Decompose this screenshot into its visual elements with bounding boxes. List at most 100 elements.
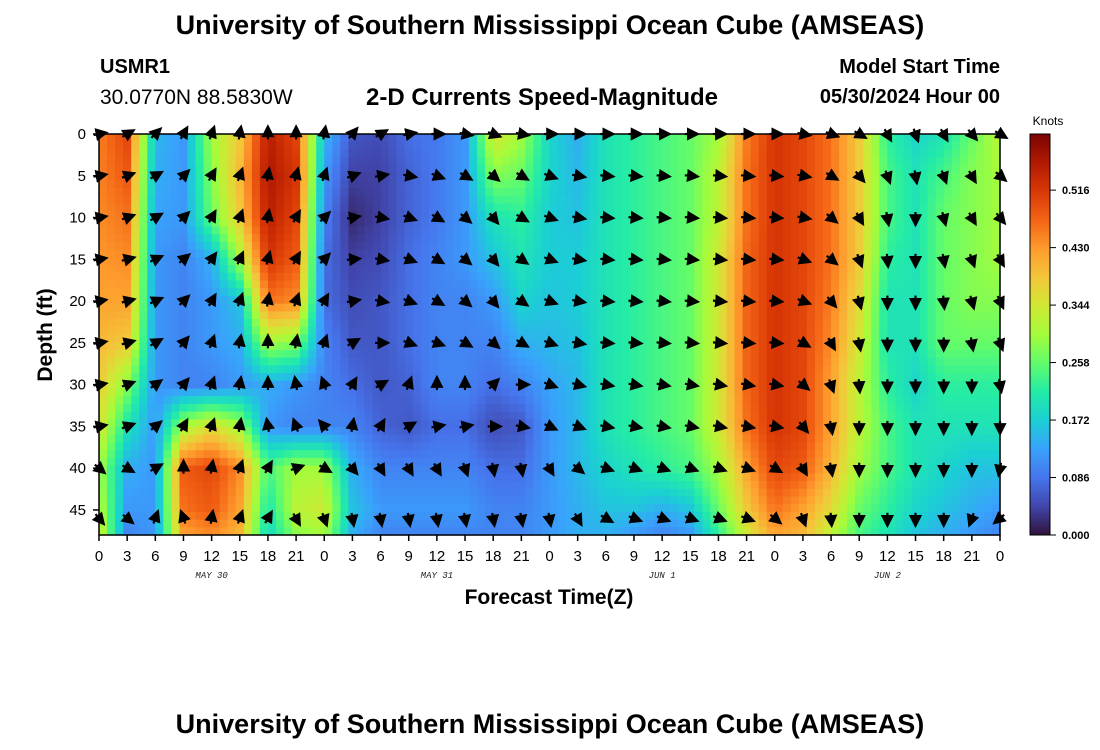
heatmap-cell — [637, 226, 647, 235]
heatmap-cell — [806, 465, 816, 474]
heatmap-cell — [348, 434, 358, 444]
heatmap-cell — [131, 249, 140, 258]
heatmap-cell — [525, 411, 535, 420]
heatmap-cell — [461, 288, 470, 297]
heatmap-cell — [243, 434, 253, 444]
heatmap-cell — [871, 434, 880, 444]
heatmap-cell — [895, 203, 905, 212]
heatmap-cell — [935, 334, 945, 343]
heatmap-cell — [758, 272, 768, 282]
heatmap-cell — [364, 288, 374, 297]
heatmap-cell — [380, 373, 390, 382]
heatmap-cell — [388, 442, 398, 451]
heatmap-cell — [919, 311, 929, 320]
heatmap-cell — [589, 349, 599, 359]
heatmap-cell — [959, 365, 969, 374]
heatmap-cell — [107, 141, 116, 151]
heatmap-cell — [839, 257, 848, 266]
heatmap-cell — [670, 187, 679, 197]
heatmap-cell — [694, 326, 703, 336]
heatmap-cell — [798, 349, 808, 359]
heatmap-cell — [227, 357, 237, 366]
heatmap-cell — [702, 280, 711, 289]
heatmap-cell — [670, 380, 679, 390]
heatmap-cell — [983, 349, 993, 359]
heatmap-cell — [203, 373, 213, 382]
heatmap-cell — [404, 234, 414, 243]
heatmap-cell — [991, 203, 1001, 212]
heatmap-cell — [444, 473, 454, 482]
heatmap-cell — [324, 326, 333, 336]
heatmap-cell — [219, 226, 229, 235]
heatmap-cell — [847, 411, 856, 420]
heatmap-cell — [887, 157, 897, 166]
heatmap-cell — [300, 249, 309, 258]
heatmap-cell — [356, 149, 366, 158]
heatmap-cell — [975, 427, 985, 436]
heatmap-cell — [863, 172, 872, 181]
heatmap-cell — [581, 265, 591, 274]
heatmap-cell — [839, 450, 848, 459]
heatmap-cell — [275, 272, 285, 282]
heatmap-cell — [388, 226, 398, 235]
heatmap-cell — [275, 265, 285, 274]
heatmap-cell — [308, 203, 317, 212]
heatmap-cell — [847, 257, 856, 266]
heatmap-cell — [959, 157, 969, 166]
heatmap-cell — [332, 427, 341, 436]
heatmap-cell — [227, 473, 237, 482]
heatmap-cell — [251, 357, 261, 366]
heatmap-cell — [469, 326, 478, 336]
heatmap-cell — [613, 195, 623, 204]
heatmap-cell — [613, 442, 623, 451]
heatmap-cell — [983, 134, 993, 143]
heatmap-cell — [340, 141, 349, 151]
heatmap-cell — [388, 450, 398, 459]
heatmap-cell — [814, 203, 824, 212]
heatmap-cell — [348, 249, 358, 258]
heatmap-cell — [501, 311, 510, 320]
heatmap-cell — [380, 218, 390, 228]
heatmap-cell — [557, 149, 567, 158]
heatmap-cell — [871, 457, 880, 467]
heatmap-cell — [300, 288, 309, 297]
heatmap-cell — [380, 450, 390, 459]
heatmap-cell — [646, 288, 655, 297]
heatmap-cell — [581, 396, 591, 405]
heatmap-cell — [123, 434, 132, 444]
heatmap-cell — [726, 380, 736, 390]
heatmap-cell — [364, 172, 374, 181]
heatmap-cell — [107, 241, 116, 251]
heatmap-cell — [356, 319, 366, 328]
heatmap-cell — [782, 457, 792, 467]
heatmap-cell — [179, 357, 189, 366]
heatmap-cell — [316, 141, 325, 151]
heatmap-cell — [637, 396, 647, 405]
heatmap-cell — [139, 419, 148, 428]
heatmap-cell — [227, 342, 237, 351]
heatmap-cell — [203, 457, 213, 467]
heatmap-cell — [863, 457, 872, 467]
heatmap-cell — [823, 234, 832, 243]
heatmap-cell — [710, 434, 720, 444]
heatmap-cell — [605, 141, 615, 151]
heatmap-cell — [718, 157, 728, 166]
heatmap-cell — [927, 218, 937, 228]
heatmap-cell — [444, 187, 454, 197]
heatmap-cell — [356, 211, 366, 220]
heatmap-cell — [461, 411, 470, 420]
heatmap-cell — [549, 195, 559, 204]
heatmap-cell — [404, 319, 414, 328]
heatmap-cell — [758, 211, 768, 220]
heatmap-cell — [340, 226, 349, 235]
heatmap-cell — [919, 373, 929, 382]
heatmap-cell — [597, 164, 607, 174]
heatmap-cell — [597, 427, 607, 436]
heatmap-cell — [115, 249, 124, 258]
heatmap-cell — [388, 249, 398, 258]
heatmap-cell — [155, 249, 164, 258]
heatmap-cell — [855, 226, 864, 235]
heatmap-cell — [332, 241, 341, 251]
heatmap-cell — [316, 326, 325, 336]
heatmap-cell — [774, 203, 784, 212]
